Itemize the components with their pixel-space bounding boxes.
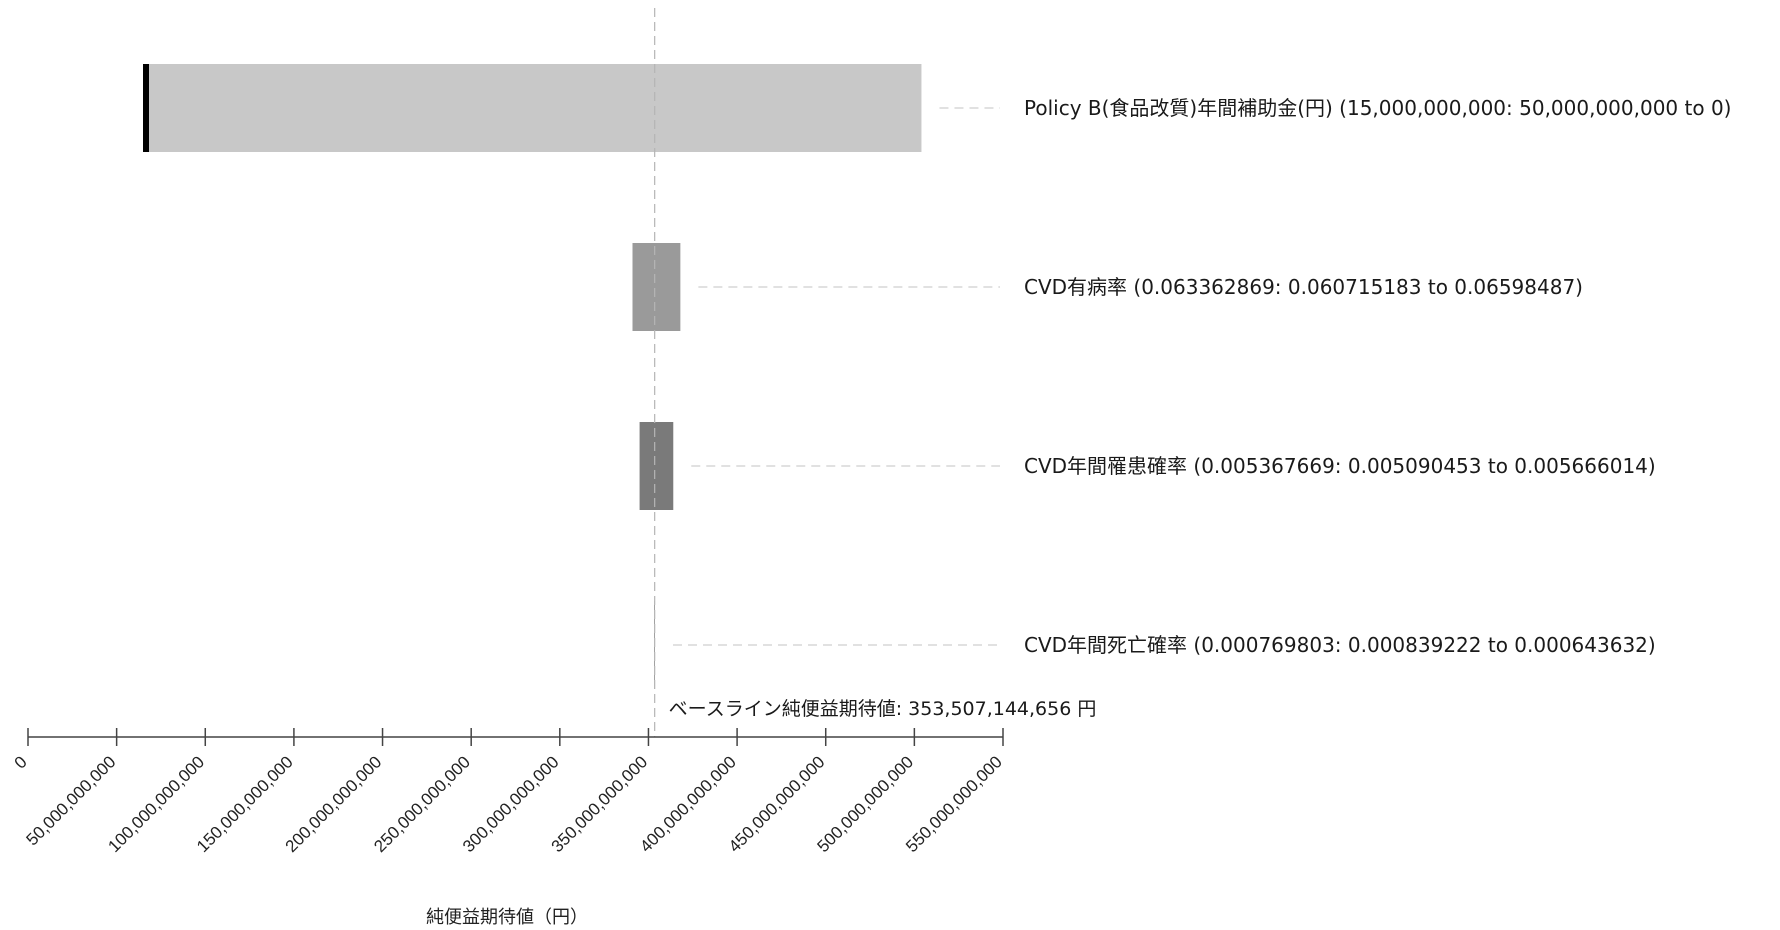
x-tick-label-8: 400,000,000,000 <box>636 752 740 856</box>
category-label-2: CVD有病率 (0.063362869: 0.060715183 to 0.06… <box>1024 275 1583 299</box>
bar-1-low-end-marker <box>143 64 149 152</box>
bar-1 <box>145 64 922 152</box>
bar-3 <box>639 422 674 510</box>
x-tick-label-4: 200,000,000,000 <box>282 752 386 856</box>
x-tick-label-7: 350,000,000,000 <box>548 752 652 856</box>
bar-2 <box>632 243 681 331</box>
x-tick-label-0: 0 <box>11 752 31 772</box>
x-tick-label-5: 250,000,000,000 <box>370 752 474 856</box>
category-label-1: Policy B(食品改質)年間補助金(円) (15,000,000,000: … <box>1024 96 1731 120</box>
bars-layer <box>143 64 922 689</box>
x-tick-label-6: 300,000,000,000 <box>459 752 563 856</box>
x-tick-label-10: 500,000,000,000 <box>814 752 918 856</box>
leader-lines <box>673 107 1000 646</box>
x-tick-label-2: 100,000,000,000 <box>104 752 208 856</box>
x-axis: 050,000,000,000100,000,000,000150,000,00… <box>11 728 1006 856</box>
baseline-label: ベースライン純便益期待値: 353,507,144,656 円 <box>669 698 1097 720</box>
category-labels: Policy B(食品改質)年間補助金(円) (15,000,000,000: … <box>1024 96 1731 657</box>
x-tick-label-1: 50,000,000,000 <box>22 752 119 849</box>
x-tick-label-11: 550,000,000,000 <box>902 752 1006 856</box>
x-axis-title: 純便益期待値（円） <box>426 907 588 928</box>
category-label-3: CVD年間罹患確率 (0.005367669: 0.005090453 to 0… <box>1024 454 1656 478</box>
x-tick-label-9: 450,000,000,000 <box>725 752 829 856</box>
x-tick-label-3: 150,000,000,000 <box>193 752 297 856</box>
category-label-4: CVD年間死亡確率 (0.000769803: 0.000839222 to 0… <box>1024 633 1656 657</box>
